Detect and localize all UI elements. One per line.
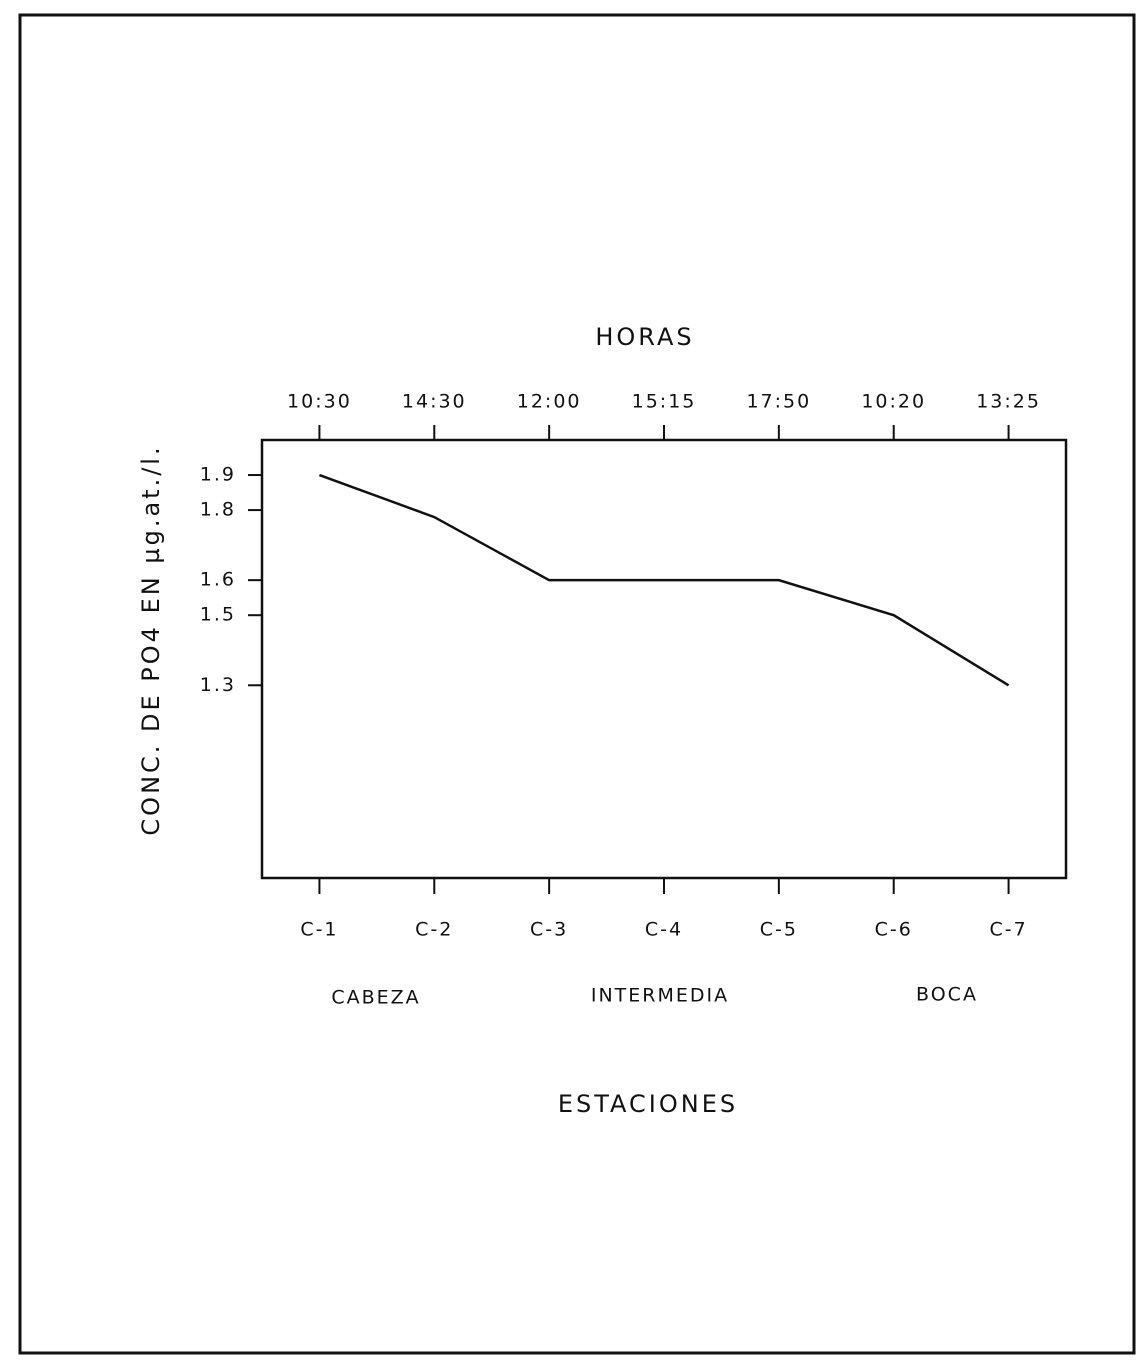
x-tick-label: C-5 — [760, 919, 798, 941]
y-tick-label: 1.9 — [200, 464, 236, 486]
x-tick-label: C-6 — [875, 919, 913, 941]
x2-tick-label: 17:50 — [746, 391, 811, 413]
y-axis-title: CONC. DE PO4 EN µg.at./l. — [137, 444, 165, 835]
x-tick-label: C-3 — [530, 919, 568, 941]
x-tick-label: C-4 — [645, 919, 683, 941]
x2-tick-label: 13:25 — [976, 391, 1041, 413]
region-label: BOCA — [916, 984, 978, 1006]
data-line — [318, 473, 1010, 687]
y-tick-label: 1.6 — [200, 569, 236, 591]
x2-tick-label: 10:20 — [861, 391, 926, 413]
x-tick-label: C-7 — [989, 919, 1027, 941]
plot-frame — [260, 438, 1068, 880]
x2-tick-label: 14:30 — [402, 391, 467, 413]
x-tick-label: C-1 — [300, 919, 338, 941]
page-frame — [18, 13, 1136, 1355]
x2-tick-label: 12:00 — [517, 391, 582, 413]
x-axis-title: ESTACIONES — [558, 1090, 738, 1118]
x2-axis-title: HORAS — [595, 323, 694, 351]
y-tick-label: 1.3 — [200, 674, 236, 696]
y-tick-label: 1.8 — [200, 499, 236, 521]
region-label: CABEZA — [331, 987, 420, 1009]
region-label: INTERMEDIA — [591, 985, 729, 1007]
y-tick-label: 1.5 — [200, 604, 236, 626]
x2-tick-label: 10:30 — [287, 391, 352, 413]
x2-tick-label: 15:15 — [632, 391, 697, 413]
x-tick-label: C-2 — [415, 919, 453, 941]
